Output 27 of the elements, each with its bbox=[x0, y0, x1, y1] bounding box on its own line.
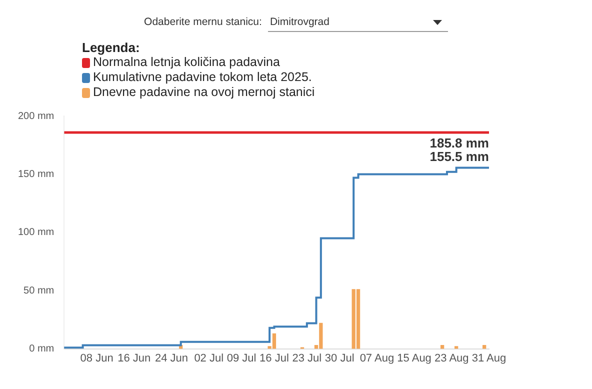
y-tick-label: 200 mm bbox=[18, 110, 54, 122]
y-tick-label: 50 mm bbox=[24, 285, 54, 296]
x-tick-label: 31 Aug bbox=[472, 352, 506, 364]
x-tick-label: 15 Aug bbox=[397, 352, 432, 364]
x-tick-label: 23 Jul bbox=[292, 352, 322, 364]
x-tick-label: 09 Jul bbox=[226, 352, 256, 364]
bar bbox=[356, 289, 360, 349]
x-tick-label: 08 Jun bbox=[80, 352, 114, 364]
annotation: 155.5 mm bbox=[430, 148, 489, 164]
x-tick-label: 02 Jul bbox=[194, 352, 224, 364]
y-tick-label: 150 mm bbox=[18, 168, 54, 180]
legend-title: Legenda: bbox=[82, 40, 141, 55]
y-tick-label: 100 mm bbox=[18, 227, 54, 238]
bar bbox=[454, 346, 458, 349]
x-tick-label: 07 Aug bbox=[360, 352, 394, 364]
x-tick-label: 30 Jul bbox=[324, 352, 354, 364]
annotation: 185.8 mm bbox=[430, 136, 489, 151]
x-tick-label: 23 Aug bbox=[434, 352, 469, 364]
legend-label: Kumulativne padavine tokom leta 2025. bbox=[93, 70, 312, 85]
x-tick-label: 16 Jun bbox=[118, 352, 151, 364]
x-tick-label: 24 Jun bbox=[154, 352, 188, 364]
legend-label: Normalna letnja količina padavina bbox=[93, 55, 280, 70]
x-tick-label: 16 Jul bbox=[260, 352, 289, 364]
text: Dimitrovgrad bbox=[268, 16, 330, 28]
legend-label: Dnevne padavine na ovoj mernoj stanici bbox=[93, 85, 315, 100]
y-tick-label: 0 mm bbox=[29, 344, 54, 355]
text: Odaberite mernu stanicu: bbox=[144, 16, 262, 28]
